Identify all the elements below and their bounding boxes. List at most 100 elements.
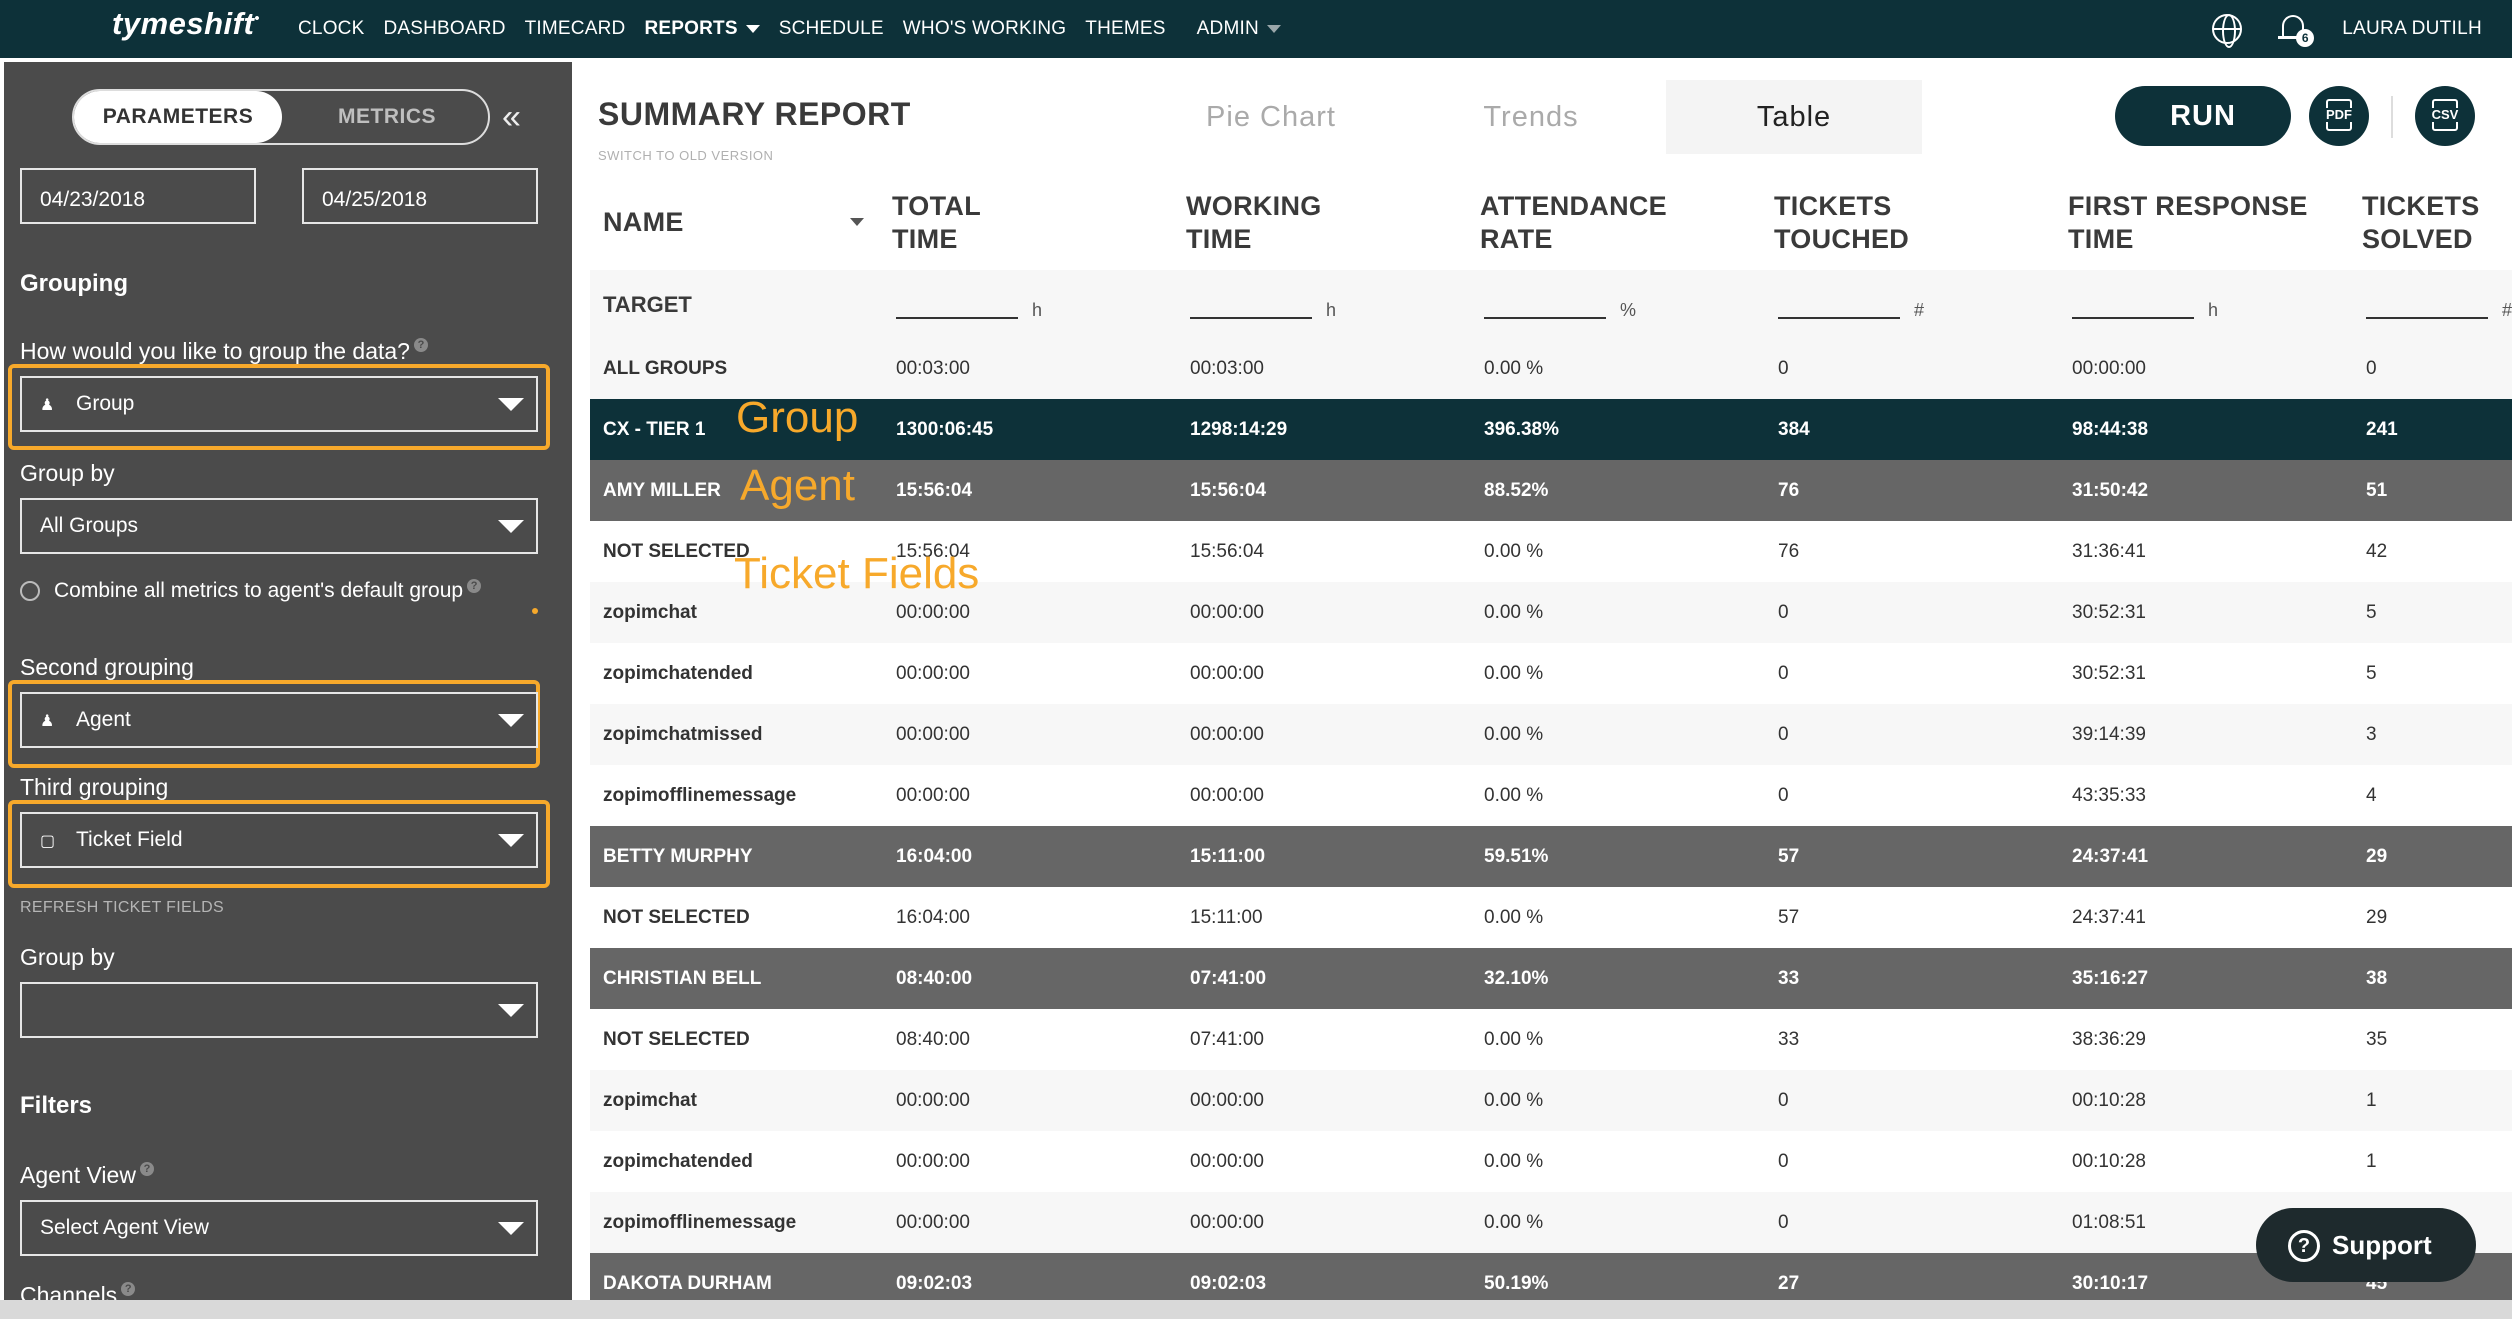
nav-themes[interactable]: THEMES: [1085, 18, 1166, 39]
dropdown-arrow-icon: [498, 714, 524, 727]
cell-first-response-time: 31:36:41: [2072, 541, 2146, 562]
col-working-time[interactable]: WORKING TIME: [1186, 191, 1322, 254]
sort-caret-icon[interactable]: [850, 218, 864, 226]
tab-metrics[interactable]: METRICS: [338, 105, 436, 128]
target-tickets-solved-input[interactable]: [2366, 317, 2488, 319]
cell-first-response-time: 30:10:17: [2072, 1273, 2149, 1294]
tab-pie-chart[interactable]: Pie Chart: [1206, 101, 1336, 133]
notification-bell-icon[interactable]: 6: [2278, 13, 2315, 47]
nav-schedule[interactable]: SCHEDULE: [778, 18, 884, 39]
table-row[interactable]: zopimchat 00:00:00 00:00:00 0.00 % 0 00:10:28…: [590, 1070, 2512, 1131]
table-row[interactable]: NOT SELECTED 15:56:04 15:56:04 0.00 % 76 31:3…: [590, 521, 2512, 582]
cell-total-time: 1300:06:45: [896, 419, 994, 440]
cell-first-response-time: 98:44:38: [2072, 419, 2149, 440]
col-attendance-rate[interactable]: ATTENDANCE RATE: [1480, 191, 1667, 254]
cell-first-response-time: 00:00:00: [2072, 358, 2146, 379]
notification-badge: 6: [2296, 29, 2315, 47]
target-attendance-input[interactable]: [1484, 317, 1606, 319]
cell-name: NOT SELECTED: [603, 541, 750, 562]
help-icon[interactable]: ?: [413, 338, 428, 352]
agent-row[interactable]: CHRISTIAN BELL 08:40:00 07:41:00 32.10% 33 35…: [590, 948, 2512, 1009]
col-first-response-time[interactable]: FIRST RESPONSE TIME: [2068, 191, 2308, 254]
cell-first-response-time: 38:36:29: [2072, 1029, 2146, 1050]
target-total-time-input[interactable]: [896, 317, 1018, 319]
help-icon[interactable]: ?: [139, 1162, 154, 1176]
table-row[interactable]: NOT SELECTED 16:04:00 15:11:00 0.00 % 57 24:3…: [590, 887, 2512, 948]
table-row[interactable]: zopimofflinemessage 00:00:00 00:00:00 0.00 …: [590, 765, 2512, 826]
support-button[interactable]: ? Support: [2256, 1208, 2476, 1282]
target-first-response-input[interactable]: [2072, 317, 2194, 319]
nav-right: 6 LAURA DUTILH: [2212, 0, 2512, 58]
user-menu[interactable]: LAURA DUTILH: [2342, 18, 2482, 39]
globe-icon[interactable]: [2212, 14, 2243, 48]
export-pdf-button[interactable]: PDF: [2309, 86, 2369, 146]
agent-row[interactable]: AMY MILLER 15:56:04 15:56:04 88.52% 76 31:50:…: [590, 460, 2512, 521]
target-tickets-touched-input[interactable]: [1778, 317, 1900, 319]
collapse-sidebar-icon[interactable]: «: [502, 98, 521, 136]
col-tickets-touched[interactable]: TICKETS TOUCHED: [1774, 191, 1910, 254]
cell-first-response-time: 24:37:41: [2072, 907, 2146, 928]
date-to-input[interactable]: 04/25/2018: [302, 168, 538, 224]
run-button[interactable]: RUN: [2115, 86, 2291, 146]
cell-tickets-touched: 0: [1778, 663, 1789, 684]
table-row[interactable]: zopimchatended 00:00:00 00:00:00 0.00 % 0 30:…: [590, 643, 2512, 704]
nav-dashboard[interactable]: DASHBOARD: [383, 18, 506, 39]
cell-name: zopimofflinemessage: [603, 1212, 797, 1233]
group-row[interactable]: CX - TIER 1 1300:06:45 1298:14:29 396.38% 38…: [590, 399, 2512, 460]
tab-parameters[interactable]: PARAMETERS: [74, 91, 282, 143]
date-from-input[interactable]: 04/23/2018: [20, 168, 256, 224]
table-row[interactable]: NOT SELECTED 08:40:00 07:41:00 0.00 % 33 38:3…: [590, 1009, 2512, 1070]
group-highlight: [8, 364, 550, 450]
group-by-2-select[interactable]: [20, 982, 538, 1038]
group-icon: ♟: [40, 397, 55, 414]
cell-name: BETTY MURPHY: [603, 846, 753, 867]
combine-metrics-option[interactable]: Combine all metrics to agent's default g…: [20, 579, 482, 603]
target-working-time-input[interactable]: [1190, 317, 1312, 319]
cell-tickets-solved: 3: [2366, 724, 2377, 745]
target-unit: h: [2208, 300, 2219, 320]
nav-admin[interactable]: ADMIN: [1197, 18, 1281, 40]
second-grouping-select[interactable]: ♟ Agent: [20, 692, 538, 748]
cell-tickets-touched: 33: [1778, 968, 1800, 989]
cell-attendance-rate: 0.00 %: [1484, 724, 1544, 745]
table-row[interactable]: zopimchatended 00:00:00 00:00:00 0.00 % 0 00:…: [590, 1131, 2512, 1192]
nav-whos-working[interactable]: WHO'S WORKING: [902, 18, 1067, 39]
refresh-ticket-fields-link[interactable]: REFRESH TICKET FIELDS: [20, 899, 224, 916]
target-unit: h: [1032, 300, 1043, 320]
group-question-label: How would you like to group the data??: [20, 338, 428, 365]
csv-label: CSV: [2425, 108, 2465, 122]
cell-name: zopimchatmissed: [603, 724, 763, 745]
col-total-time[interactable]: TOTAL TIME: [892, 191, 981, 254]
table-row[interactable]: zopimofflinemessage 00:00:00 00:00:00 0.00 …: [590, 1192, 2512, 1253]
export-csv-button[interactable]: CSV: [2415, 86, 2475, 146]
group-by-label: Group by: [20, 460, 115, 486]
cell-name: ALL GROUPS: [603, 358, 728, 379]
tymeshift-logo[interactable]: tymeshift•: [112, 6, 260, 41]
cell-working-time: 15:56:04: [1190, 480, 1267, 501]
nav-clock[interactable]: CLOCK: [298, 18, 365, 39]
nav-reports[interactable]: REPORTS: [644, 18, 760, 40]
help-circle-icon: ?: [2288, 1230, 2320, 1262]
table-row[interactable]: zopimchat 00:00:00 00:00:00 0.00 % 0 30:52:31…: [590, 582, 2512, 643]
col-tickets-solved[interactable]: TICKETS SOLVED: [2362, 191, 2480, 254]
table-row[interactable]: zopimchatmissed 00:00:00 00:00:00 0.00 % 0 39…: [590, 704, 2512, 765]
cell-name: DAKOTA DURHAM: [603, 1273, 772, 1294]
agent-view-select[interactable]: Select Agent View: [20, 1200, 538, 1256]
checkbox-icon[interactable]: [20, 581, 40, 602]
group-by-select[interactable]: All Groups: [20, 498, 538, 554]
cell-tickets-touched: 33: [1778, 1029, 1800, 1050]
agent-row[interactable]: BETTY MURPHY 16:04:00 15:11:00 59.51% 57 24:3…: [590, 826, 2512, 887]
grouping-heading: Grouping: [20, 270, 128, 297]
third-grouping-select[interactable]: ▢ Ticket Field: [20, 812, 538, 868]
cell-tickets-solved: 241: [2366, 419, 2398, 440]
col-name[interactable]: NAME: [603, 207, 684, 237]
switch-old-version-link[interactable]: SWITCH TO OLD VERSION: [598, 148, 774, 163]
horizontal-scrollbar[interactable]: [0, 1300, 2512, 1319]
group-select[interactable]: ♟ Group: [20, 376, 538, 432]
table-row[interactable]: ALL GROUPS 00:03:00 00:03:00 0.00 % 0 00:00:0…: [590, 338, 2512, 399]
help-icon[interactable]: ?: [467, 579, 482, 593]
nav-timecard[interactable]: TIMECARD: [524, 18, 626, 39]
help-icon[interactable]: ?: [121, 1282, 136, 1296]
tab-trends[interactable]: Trends: [1483, 101, 1579, 133]
tab-table[interactable]: Table: [1666, 80, 1922, 154]
